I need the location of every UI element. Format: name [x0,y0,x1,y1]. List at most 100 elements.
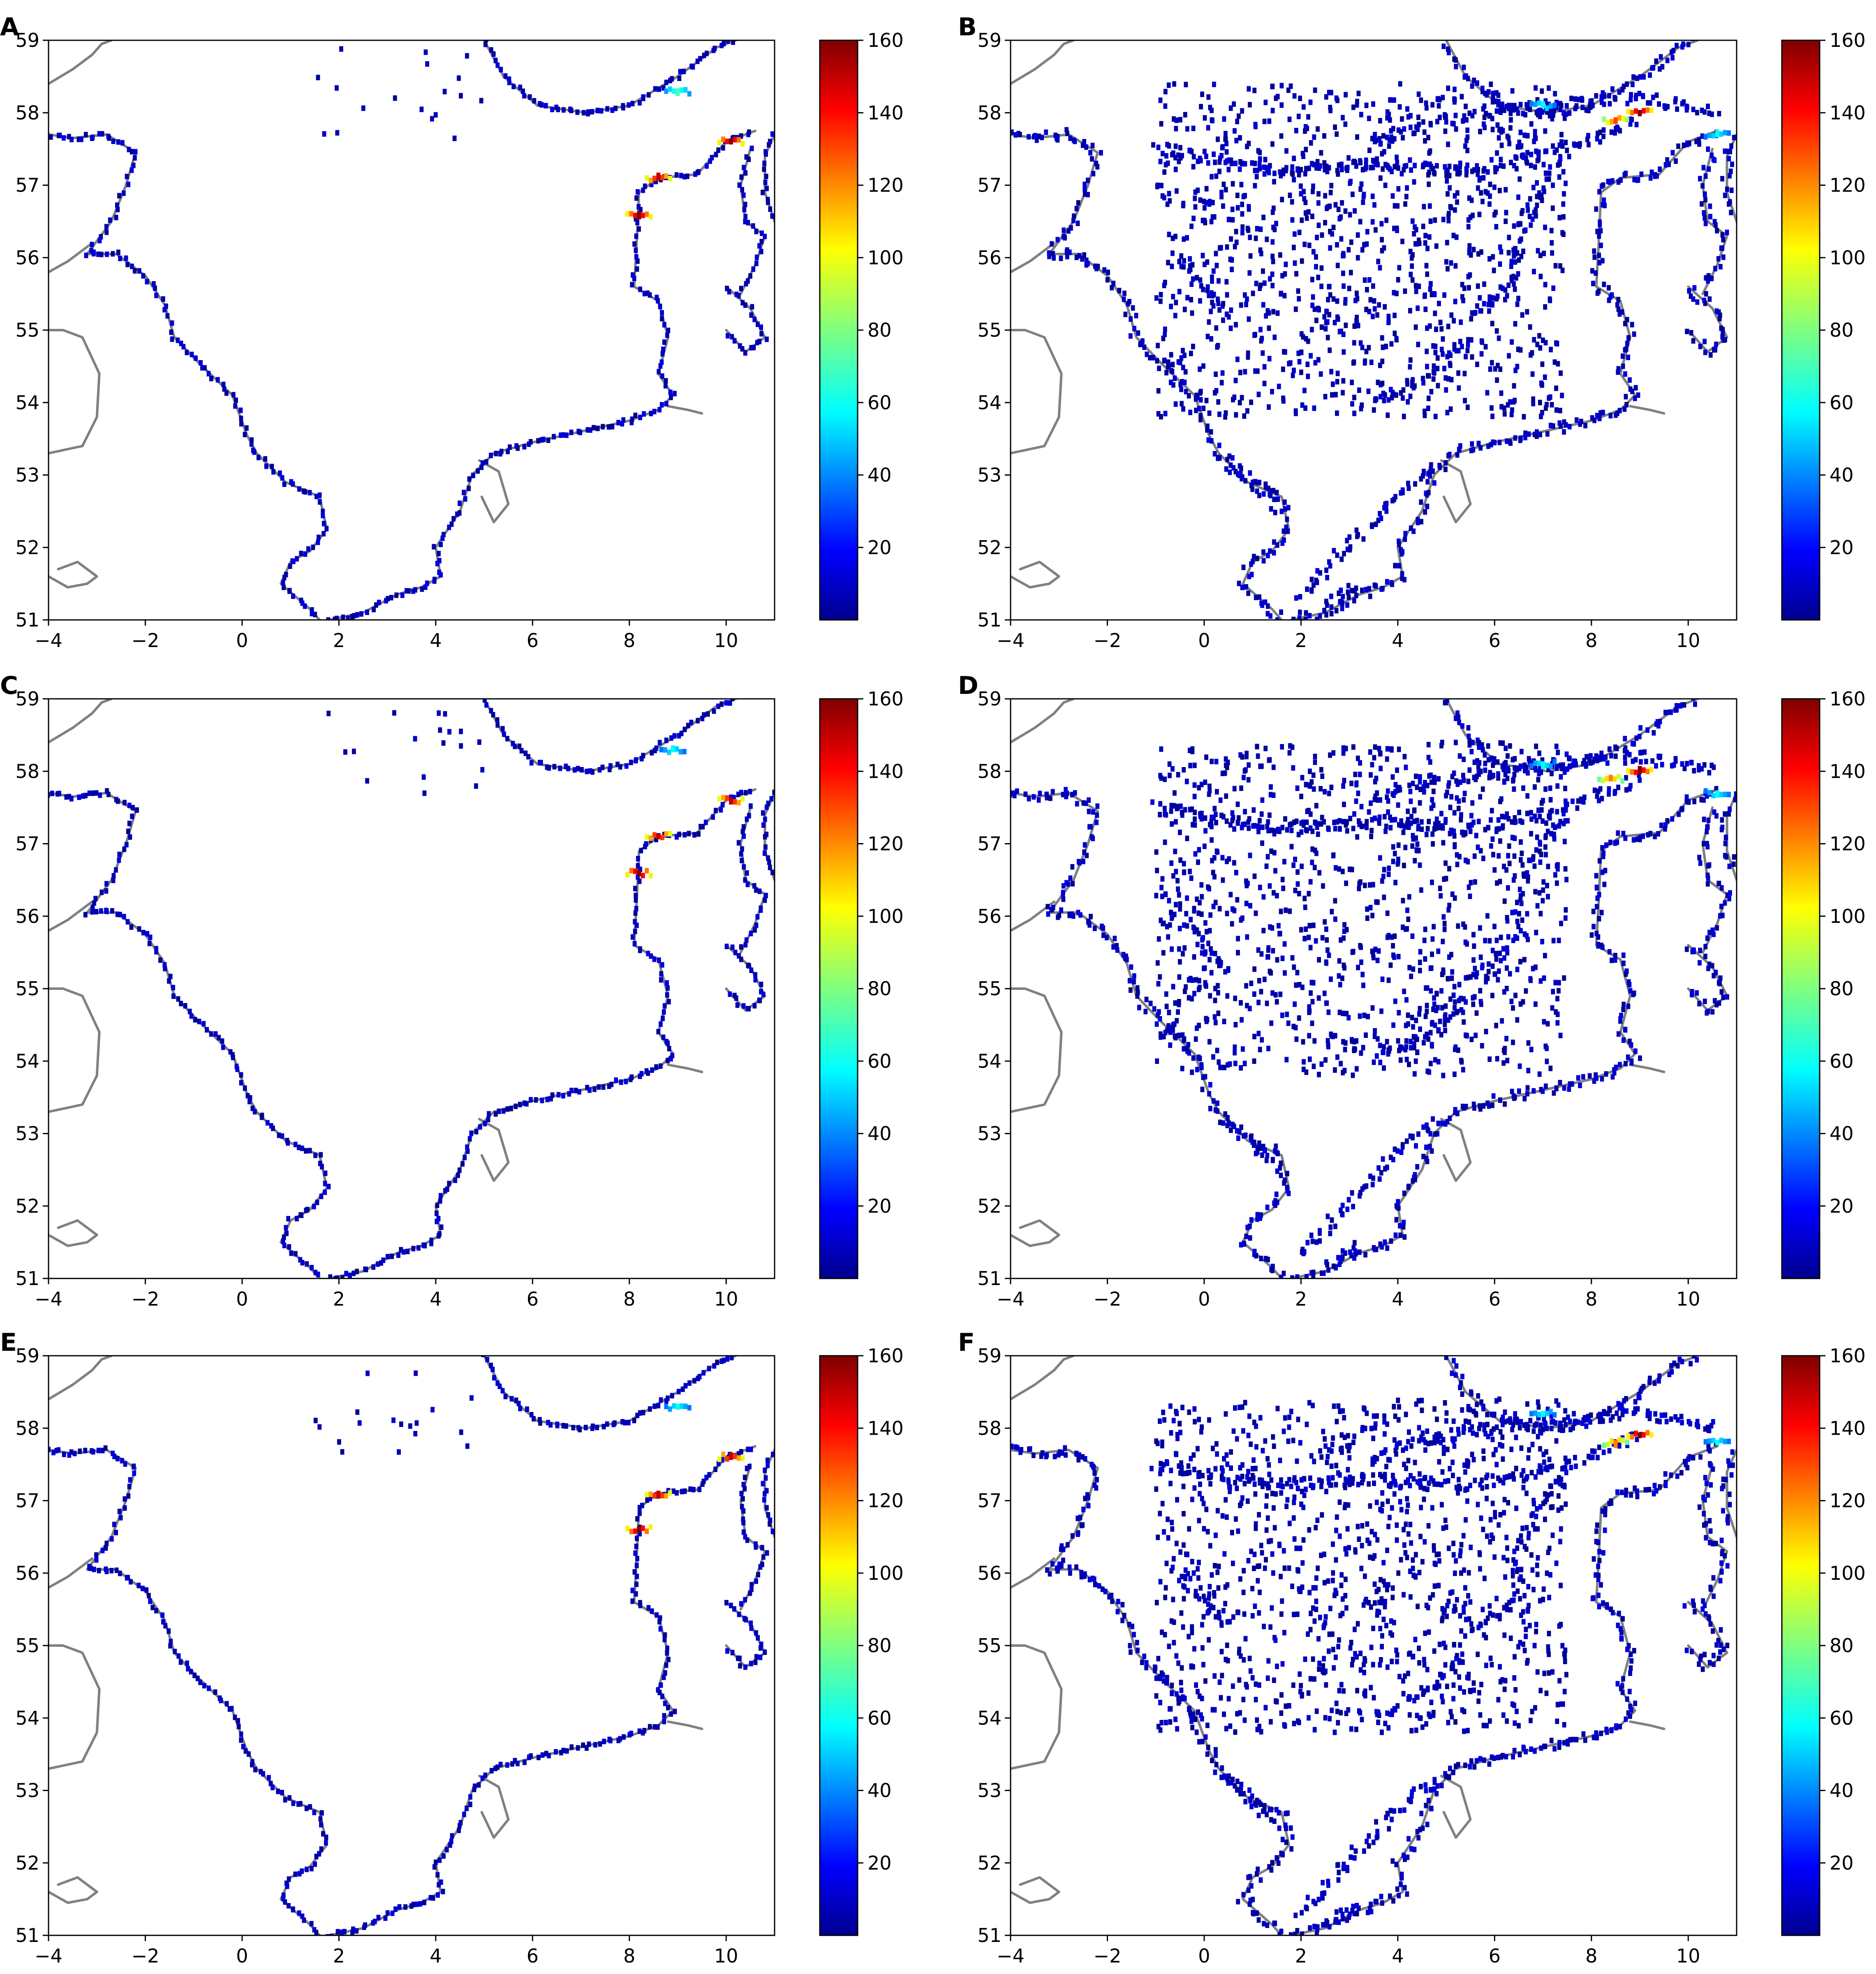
grid-cell [1631,81,1635,88]
grid-cell [374,602,378,608]
grid-cell [1716,881,1721,886]
grid-cell [1330,1217,1334,1223]
grid-cell [1059,907,1063,913]
grid-cell [1443,128,1448,134]
grid-cell [1454,126,1458,132]
grid-cell [438,1193,443,1199]
grid-cell [1610,1074,1615,1080]
grid-cell [451,516,456,522]
grid-cell [1554,99,1559,106]
grid-cell [1299,349,1304,355]
grid-cell [1417,283,1421,289]
grid-cell [1204,754,1208,760]
grid-cell [1398,1223,1402,1229]
grid-cell [1105,277,1110,283]
grid-cell [1412,808,1416,814]
grid-cell [1255,488,1259,494]
grid-cell [1154,849,1159,855]
grid-cell [323,1189,327,1195]
grid-cell [770,213,775,219]
grid-cell [1253,160,1257,166]
grid-cell [1233,1061,1238,1066]
grid-cell [1354,585,1358,591]
grid-cell [1391,943,1395,949]
grid-cell [1480,199,1485,204]
grid-cell [1267,356,1272,362]
grid-cell [1429,462,1433,468]
grid-cell [1242,413,1247,419]
grid-cell [340,1275,345,1278]
coastline [1290,129,1719,620]
grid-cell [1166,260,1170,266]
grid-cell [1221,1120,1225,1126]
grid-cell [633,919,637,925]
grid-cell [407,588,411,594]
grid-cell [1513,934,1517,940]
grid-cell [1456,165,1460,171]
grid-cell [1184,984,1188,990]
grid-cell [1564,798,1568,804]
grid-cell [1427,181,1431,187]
grid-cell [193,1017,197,1023]
grid-cell [1389,128,1393,134]
grid-cell [1482,121,1486,127]
grid-cell [1723,148,1727,154]
grid-cell [652,956,657,962]
grid-cell [1469,337,1474,343]
grid-cell [1215,1108,1219,1114]
grid-cell [761,810,765,816]
grid-cell [386,1254,390,1260]
grid-cell [335,130,340,136]
grid-cell [1402,1234,1407,1240]
grid-cell [1198,413,1203,419]
grid-cell [1313,360,1318,366]
grid-cell [1416,114,1420,120]
grid-cell [281,580,285,585]
x-tick-label: 2 [1295,629,1307,652]
grid-cell [1361,199,1365,205]
grid-cell [1282,537,1286,543]
grid-cell [647,92,651,98]
y-tick-label: 54 [977,391,1002,414]
grid-cell [1500,814,1504,819]
grid-cell [1571,762,1575,768]
grid-cell [1276,496,1280,502]
grid-cell [1316,191,1321,197]
grid-cell [245,1093,250,1099]
grid-cell [1686,42,1691,47]
grid-cell [1195,896,1199,902]
grid-cell [1454,348,1459,354]
grid-cell [1629,1042,1633,1048]
grid-cell [1266,1045,1270,1052]
grid-cell [1370,193,1375,199]
grid-cell [282,575,287,580]
grid-cell [1411,1034,1416,1040]
grid-cell [1243,809,1247,815]
grid-cell [1529,121,1534,127]
grid-cell [1371,283,1375,289]
grid-cell [1481,855,1485,861]
grid-cell [659,971,664,977]
grid-cell [187,1008,192,1015]
grid-cell [1482,103,1487,109]
grid-cell [522,444,527,450]
grid-cell [625,211,629,217]
grid-cell [1064,793,1069,800]
grid-cell [1718,975,1723,981]
grid-cell [1036,797,1041,803]
grid-cell [1429,281,1433,287]
grid-cell [1172,803,1177,809]
grid-cell [1208,993,1212,999]
grid-cell [1403,844,1408,851]
grid-cell [1087,920,1091,925]
grid-cell [1135,993,1140,999]
grid-cell [1400,549,1405,555]
grid-cell [629,1074,634,1080]
grid-cell [1499,109,1503,115]
grid-cell [1648,72,1652,78]
grid-cell [1484,1029,1488,1035]
grid-cell [1376,162,1380,168]
grid-cell [1356,532,1360,538]
grid-cell [1181,406,1185,412]
grid-cell [1723,130,1727,136]
